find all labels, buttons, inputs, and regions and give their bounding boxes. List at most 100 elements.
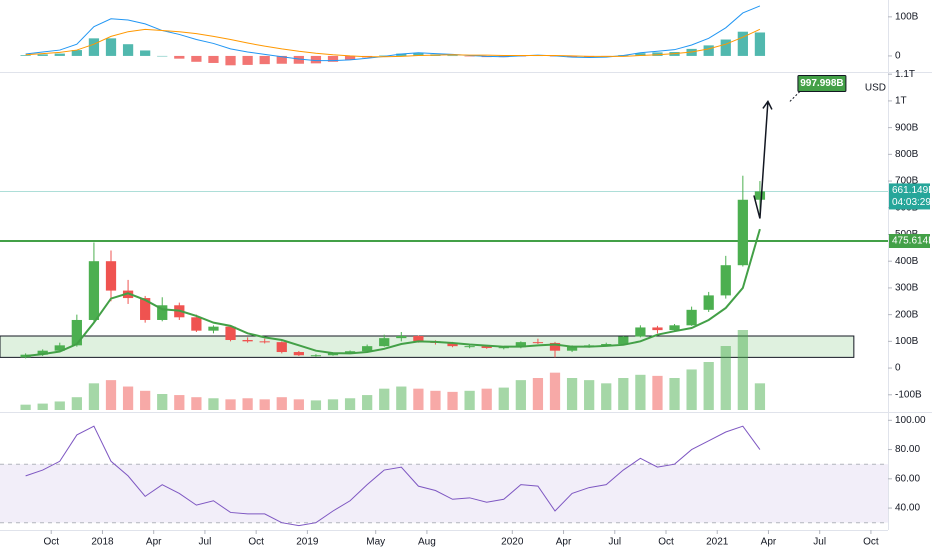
macd-histogram-bar [566, 55, 578, 58]
macd-histogram-bar [379, 55, 390, 57]
volume-bar [259, 399, 270, 410]
macd-histogram-bar [703, 45, 714, 56]
macd-histogram-bar [652, 52, 663, 56]
y-tick-label: 100B [895, 336, 919, 347]
x-tick-label: Apr [761, 537, 777, 548]
macd-histogram-bar [140, 50, 151, 56]
candle-body [105, 261, 117, 291]
macd-histogram-bar [754, 32, 766, 56]
x-tick-label: 2020 [501, 537, 524, 548]
macd-histogram-bar [174, 55, 185, 59]
candle-body [71, 319, 82, 346]
volume-bar [635, 374, 646, 410]
volume-bar [669, 378, 680, 410]
y-tick-label: 60.00 [895, 473, 920, 484]
volume-bar [754, 383, 766, 410]
x-tick-label: Jul [608, 537, 621, 548]
currency-label: USD [865, 83, 886, 94]
macd-histogram-bar [71, 50, 82, 56]
macd-histogram-bar [293, 55, 304, 64]
x-tick-label: Jul [199, 537, 212, 548]
volume-bar [276, 397, 287, 410]
macd-histogram-bar [276, 55, 287, 64]
volume-bar [515, 380, 526, 410]
x-tick-label: 2018 [91, 537, 114, 548]
level-label: 475.614B [892, 236, 932, 247]
candle-body [396, 336, 407, 339]
last-price-box [889, 183, 930, 210]
macd-histogram-bar [191, 55, 202, 62]
candle-body [191, 317, 202, 331]
volume-bar [464, 390, 475, 410]
last-price-label: 661.149B [892, 185, 932, 196]
candle-body [242, 340, 253, 342]
candle-body [37, 350, 48, 355]
volume-bar [362, 395, 373, 410]
candle-body [140, 298, 151, 320]
volume-bar [498, 387, 509, 410]
macd-histogram-bar [20, 55, 31, 56]
x-tick-label: 2019 [296, 537, 319, 548]
y-tick-label: 400B [895, 256, 919, 267]
candle-body [754, 191, 766, 200]
candle-body [464, 346, 475, 348]
candle-body [276, 342, 287, 353]
candle-body [20, 354, 31, 358]
macd-histogram-bar [37, 54, 48, 56]
x-tick-label: 2021 [706, 537, 729, 548]
volume-bar [293, 399, 304, 410]
countdown-label: 04:03:29 [892, 197, 931, 208]
candle-body [310, 355, 322, 357]
volume-bar [122, 386, 134, 410]
volume-bar [618, 378, 629, 410]
volume-bar [174, 395, 185, 410]
volume-bar [20, 404, 31, 410]
macd-histogram-bar [105, 38, 117, 56]
candle-body [88, 261, 100, 320]
volume-bar [71, 397, 82, 410]
moving-average [25, 228, 761, 358]
candle-body [737, 199, 748, 266]
candle-body [327, 353, 339, 356]
candle-body [447, 342, 458, 347]
macd-histogram-bar [242, 55, 253, 65]
volume-bar [344, 398, 356, 410]
x-tick-label: Oct [43, 537, 59, 548]
candle-body [601, 344, 612, 346]
volume-bar [566, 378, 578, 410]
macd-histogram-bar [157, 55, 168, 57]
x-tick-label: Apr [556, 537, 572, 548]
macd-histogram-bar [54, 53, 65, 56]
candle-body [259, 341, 270, 343]
volume-bar [584, 380, 595, 410]
candle-body [344, 351, 356, 354]
candle-body [498, 347, 509, 349]
candle-body [669, 325, 680, 331]
volume-bar [88, 383, 100, 410]
y-tick-label: 40.00 [895, 503, 920, 514]
macd-histogram-bar [344, 55, 356, 60]
candle-body [208, 326, 219, 331]
y-tick-label: 700B [895, 176, 919, 187]
candle-body [549, 342, 561, 351]
macd-histogram-bar [720, 39, 731, 56]
y-tick-label: 300B [895, 283, 919, 294]
projection-arrow [753, 101, 769, 219]
arrow-head [762, 99, 773, 110]
volume-bar [105, 380, 117, 410]
x-tick-label: Apr [146, 537, 162, 548]
volume-bar [396, 386, 407, 410]
macd-histogram-bar [310, 55, 322, 64]
volume-bar [447, 391, 458, 410]
signal-line [25, 28, 761, 58]
rsi-line [25, 425, 761, 527]
candle-body [225, 326, 236, 341]
volume-bar [327, 399, 339, 410]
macd-histogram-bar [225, 55, 236, 66]
macd-histogram-bar [88, 38, 100, 56]
macd-line [25, 5, 761, 62]
macd-histogram-bar [396, 53, 407, 56]
volume-bar [703, 362, 714, 410]
macd-histogram-bar [327, 55, 339, 62]
